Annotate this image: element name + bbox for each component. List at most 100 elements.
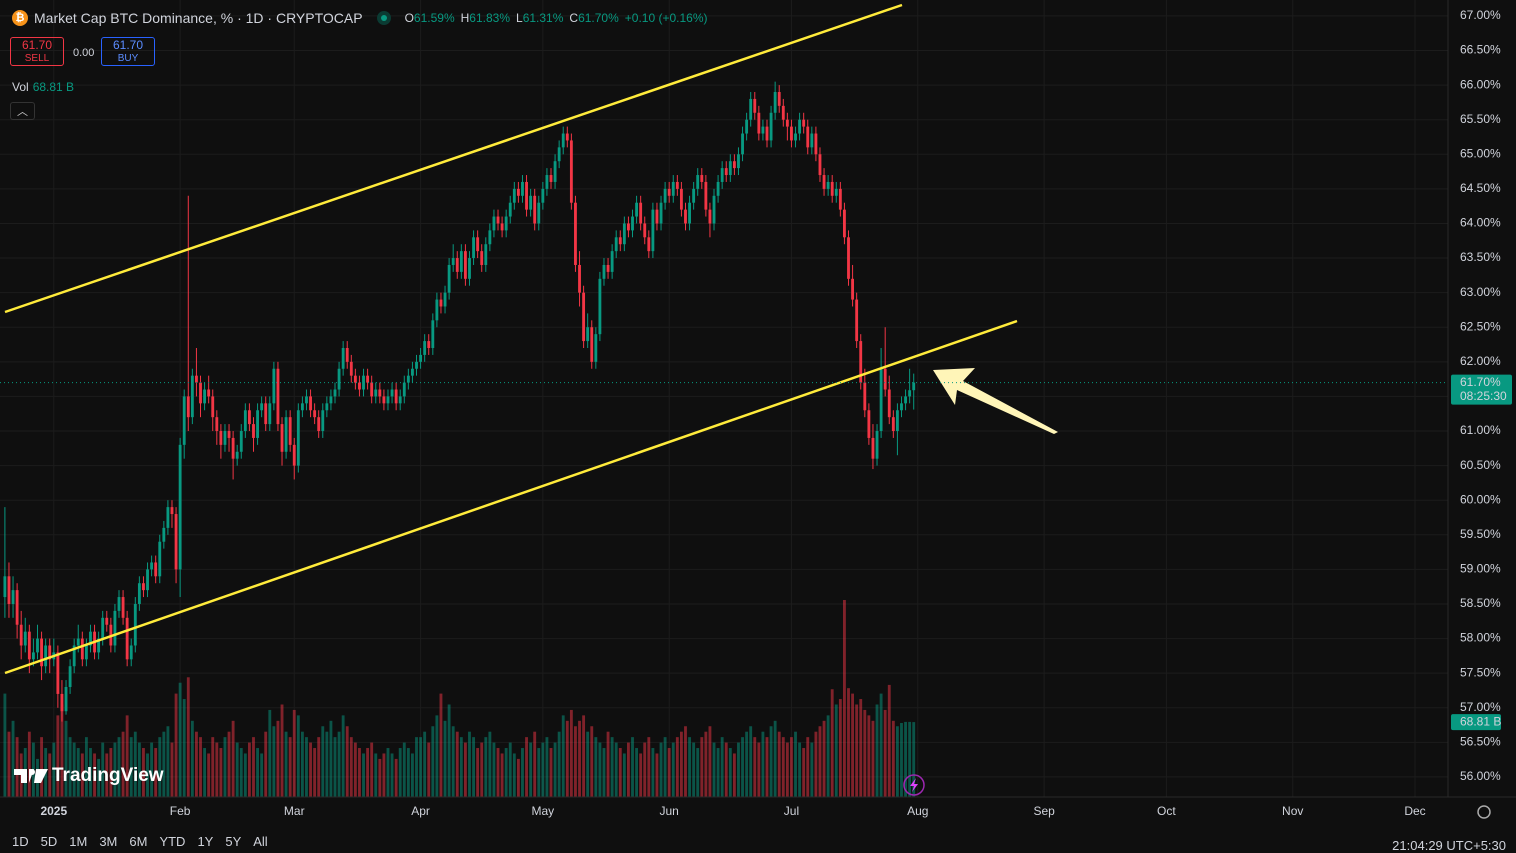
volume-bar — [211, 737, 215, 797]
candle-body — [186, 396, 190, 418]
candle-body — [72, 645, 76, 667]
candle-body — [855, 299, 859, 342]
range-button[interactable]: 1D — [12, 834, 29, 849]
collapse-button[interactable]: ︿ — [10, 102, 35, 120]
ohlc-label: L — [516, 11, 523, 25]
candle-body — [7, 576, 11, 604]
volume-bar — [610, 737, 614, 797]
volume-bar — [688, 737, 691, 797]
volume-bar — [56, 715, 60, 797]
ohlc-value: 61.83% — [469, 11, 510, 25]
volume-bar — [162, 731, 166, 797]
range-button[interactable]: 1Y — [197, 834, 214, 849]
candle-body — [256, 410, 259, 438]
candle-body — [105, 617, 109, 625]
volume-bar — [264, 731, 268, 797]
candle-body — [647, 237, 651, 252]
volume-bar — [146, 753, 149, 797]
bolt — [910, 778, 918, 792]
sell-button[interactable]: 61.70 SELL — [10, 37, 64, 66]
volume-bar — [174, 693, 178, 797]
buy-label: BUY — [117, 53, 139, 64]
volume-bar — [851, 693, 855, 797]
volume-bar — [451, 726, 455, 797]
range-button[interactable]: 5Y — [225, 834, 242, 849]
candle-body — [64, 686, 68, 712]
candle-body — [867, 410, 871, 438]
volume-bar — [284, 731, 288, 797]
candle-body — [582, 292, 586, 342]
candle-body — [195, 375, 198, 383]
candle-body — [142, 583, 145, 591]
candle-body — [895, 410, 899, 432]
candle-body — [578, 264, 581, 293]
candle-body — [435, 299, 439, 321]
volume-bar — [121, 731, 125, 797]
volume-bar — [794, 731, 797, 797]
candle-body — [386, 396, 390, 404]
volume-bar — [190, 720, 194, 797]
volume-bar — [684, 726, 687, 797]
candle-body — [292, 444, 296, 466]
volume-bar — [639, 753, 643, 797]
volume-bar — [113, 742, 117, 797]
volume-bar — [292, 709, 296, 797]
candle-body — [174, 514, 178, 570]
candle-body — [15, 590, 19, 625]
countdown: 08:25:30 — [1460, 389, 1507, 403]
candle-body — [843, 209, 846, 238]
candle-body — [211, 396, 215, 418]
candle-body — [362, 375, 365, 390]
candle-body — [97, 638, 101, 653]
candle-body — [40, 638, 43, 667]
volume-bar — [908, 721, 912, 797]
volume-bar — [647, 737, 651, 797]
candle-body — [586, 327, 590, 342]
settings-icon[interactable] — [1477, 805, 1491, 819]
volume-bar — [712, 742, 716, 797]
candle-body — [451, 258, 455, 265]
candle-body — [419, 354, 423, 362]
volume-bar — [231, 720, 235, 797]
candle-body — [651, 209, 655, 252]
range-button[interactable]: All — [253, 834, 268, 849]
volume-bar — [627, 742, 630, 797]
replay-icon[interactable] — [903, 774, 925, 796]
range-button[interactable]: 3M — [99, 834, 118, 849]
range-button[interactable]: 1M — [69, 834, 88, 849]
candle-body — [769, 112, 773, 141]
buy-price: 61.70 — [112, 38, 144, 52]
volume-bar — [773, 720, 777, 797]
candle-body — [476, 237, 480, 252]
volume-bar — [178, 682, 182, 797]
volume-bar — [500, 753, 504, 797]
volume-bar — [578, 720, 581, 797]
candle-body — [594, 334, 598, 362]
volume-bar — [806, 737, 810, 797]
volume-bar — [749, 726, 753, 797]
volume-bar — [256, 748, 259, 797]
candle-body — [851, 278, 855, 300]
volume-bar — [476, 748, 480, 797]
range-button[interactable]: YTD — [159, 834, 186, 849]
volume-bar — [533, 731, 537, 797]
volume-bar — [27, 731, 31, 797]
candle-body — [366, 375, 370, 383]
range-button[interactable]: 5D — [40, 834, 58, 849]
buy-button[interactable]: 61.70 BUY — [101, 37, 155, 66]
x-tick-label: Sep — [1033, 804, 1055, 818]
volume-bar — [692, 742, 696, 797]
candle-body — [89, 631, 92, 646]
volume-bar — [557, 731, 561, 797]
volume-bar — [757, 742, 761, 797]
candle-body — [390, 389, 394, 397]
y-tick-label: 63.00% — [1460, 285, 1501, 299]
volume-bar — [133, 731, 137, 797]
volume-bar — [565, 720, 569, 797]
volume-bar — [362, 753, 365, 797]
volume-bar — [7, 731, 11, 797]
range-button[interactable]: 6M — [129, 834, 148, 849]
candle-body — [472, 237, 475, 259]
volume-bar — [150, 742, 154, 797]
symbol-title: Market Cap BTC Dominance, % · 1D · CRYPT… — [34, 10, 363, 26]
